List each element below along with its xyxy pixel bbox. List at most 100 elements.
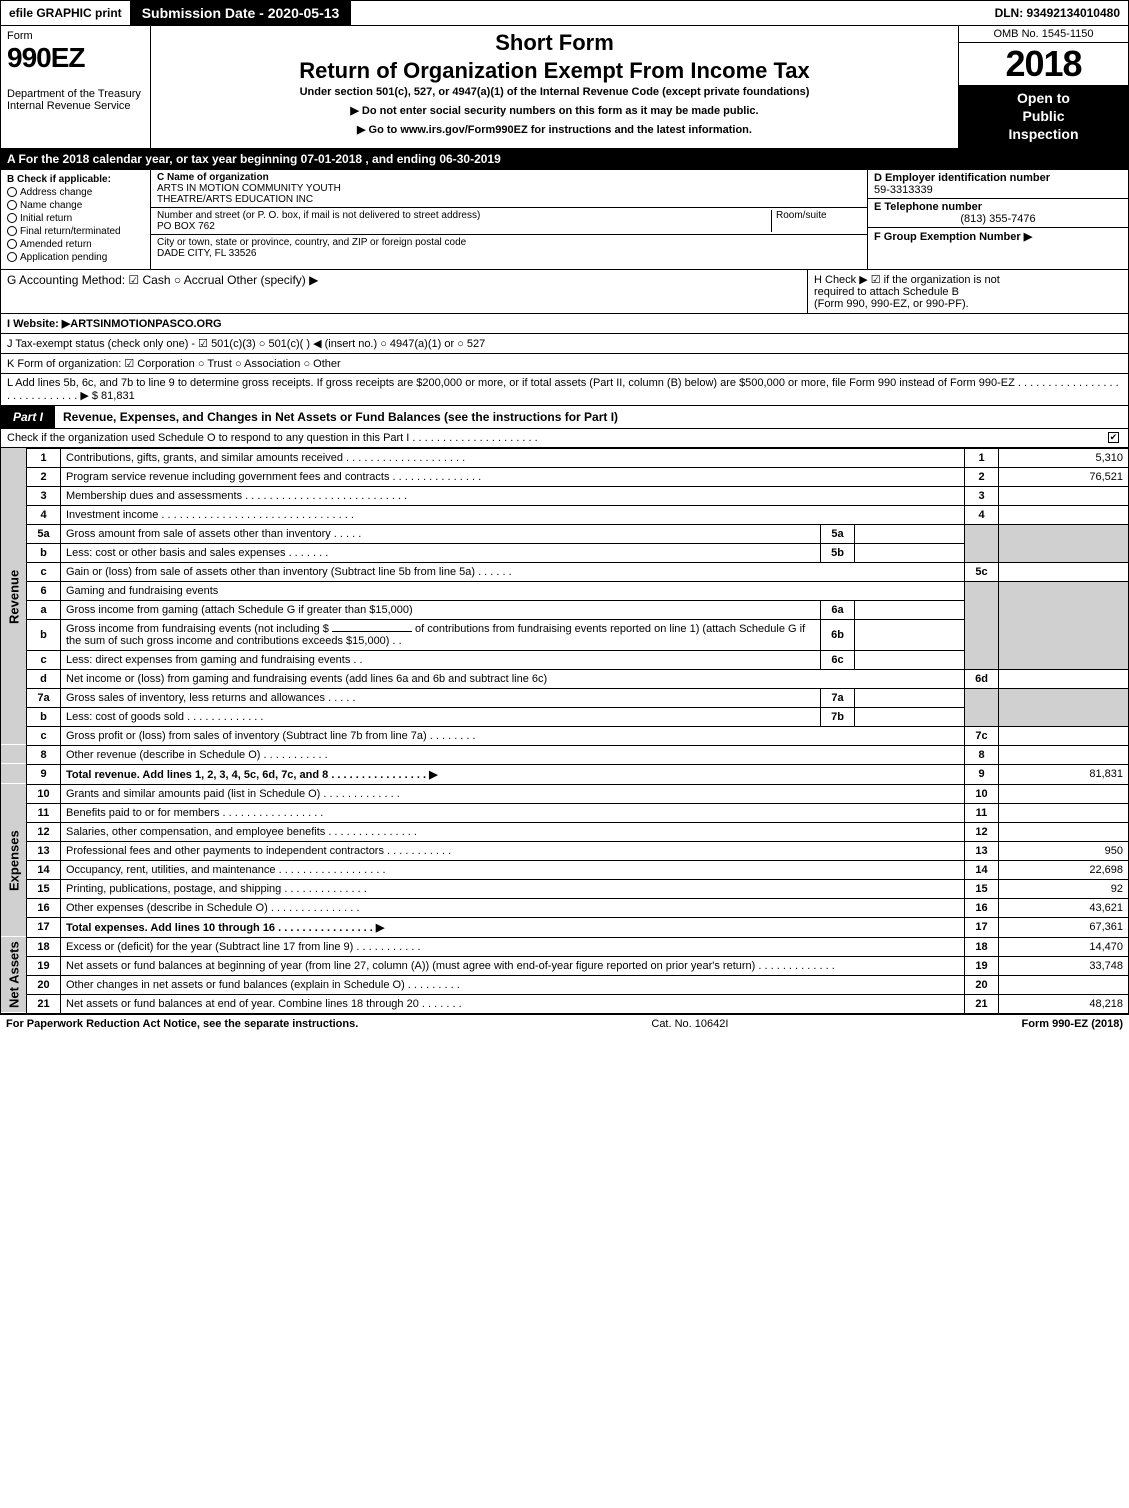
part1-checkbox[interactable]	[1108, 432, 1119, 443]
f-label: F Group Exemption Number ▶	[874, 231, 1032, 243]
tax-period: A For the 2018 calendar year, or tax yea…	[0, 149, 1129, 170]
l6b-in: 6b	[821, 619, 855, 650]
l7a-iv	[855, 688, 965, 707]
rev-side-cont	[1, 745, 27, 764]
l7b-desc: Less: cost of goods sold . . . . . . . .…	[61, 707, 821, 726]
note-link[interactable]: ▶ Go to www.irs.gov/Form990EZ for instru…	[159, 123, 950, 136]
page-footer: For Paperwork Reduction Act Notice, see …	[0, 1014, 1129, 1033]
org-street: PO BOX 762	[157, 221, 215, 232]
l6-num: 6	[27, 581, 61, 600]
c-name-block: C Name of organization ARTS IN MOTION CO…	[151, 170, 867, 208]
l6b-iv	[855, 619, 965, 650]
l15-desc: Printing, publications, postage, and shi…	[61, 879, 965, 898]
l-gross-receipts: L Add lines 5b, 6c, and 7b to line 9 to …	[0, 374, 1129, 406]
l13-val: 950	[999, 841, 1129, 860]
line-6d: d Net income or (loss) from gaming and f…	[1, 669, 1129, 688]
l21-desc: Net assets or fund balances at end of ye…	[61, 994, 965, 1013]
l9-val: 81,831	[999, 764, 1129, 784]
dln-label: DLN: 93492134010480	[987, 2, 1128, 24]
l14-num: 14	[27, 860, 61, 879]
line-10: Expenses 10 Grants and similar amounts p…	[1, 784, 1129, 803]
l15-val: 92	[999, 879, 1129, 898]
l6-shade-ln	[965, 581, 999, 669]
l17-ln: 17	[965, 917, 999, 937]
line-18: Net Assets 18 Excess or (deficit) for th…	[1, 937, 1129, 956]
part1-table: Revenue 1 Contributions, gifts, grants, …	[0, 448, 1129, 1014]
i-website[interactable]: I Website: ▶ARTSINMOTIONPASCO.ORG	[0, 314, 1129, 334]
l16-val: 43,621	[999, 898, 1129, 917]
l1-num: 1	[27, 448, 61, 467]
org-name-1: ARTS IN MOTION COMMUNITY YOUTH	[157, 183, 341, 194]
c-street-block: Number and street (or P. O. box, if mail…	[151, 208, 867, 235]
org-info-row: B Check if applicable: Address change Na…	[0, 170, 1129, 270]
l19-desc: Net assets or fund balances at beginning…	[61, 956, 965, 975]
l19-val: 33,748	[999, 956, 1129, 975]
check-initial-return[interactable]	[7, 213, 17, 223]
l7c-num: c	[27, 726, 61, 745]
l7b-iv	[855, 707, 965, 726]
b-item-1: Name change	[20, 200, 82, 211]
line-7a: 7a Gross sales of inventory, less return…	[1, 688, 1129, 707]
header-right: OMB No. 1545-1150 2018 Open to Public In…	[958, 26, 1128, 148]
line-20: 20 Other changes in net assets or fund b…	[1, 975, 1129, 994]
l7c-desc: Gross profit or (loss) from sales of inv…	[61, 726, 965, 745]
l20-ln: 20	[965, 975, 999, 994]
l6b-desc1: Gross income from fundraising events (no…	[66, 623, 329, 635]
l5c-num: c	[27, 562, 61, 581]
top-bar: efile GRAPHIC print Submission Date - 20…	[0, 0, 1129, 26]
efile-label: efile GRAPHIC print	[1, 2, 130, 24]
header-center: Short Form Return of Organization Exempt…	[151, 26, 958, 148]
e-label: E Telephone number	[874, 201, 982, 213]
l5a-num: 5a	[27, 524, 61, 543]
part1-title: Revenue, Expenses, and Changes in Net As…	[55, 406, 1128, 428]
l6a-num: a	[27, 600, 61, 619]
h-schedule-b: H Check ▶ ☑ if the organization is not r…	[808, 270, 1128, 313]
part1-header: Part I Revenue, Expenses, and Changes in…	[0, 406, 1129, 429]
l4-ln: 4	[965, 505, 999, 524]
l15-num: 15	[27, 879, 61, 898]
l16-ln: 16	[965, 898, 999, 917]
check-amended-return[interactable]	[7, 239, 17, 249]
part1-check-row: Check if the organization used Schedule …	[0, 429, 1129, 448]
line-7c: c Gross profit or (loss) from sales of i…	[1, 726, 1129, 745]
check-final-return[interactable]	[7, 226, 17, 236]
l16-num: 16	[27, 898, 61, 917]
l6b-desc: Gross income from fundraising events (no…	[61, 619, 821, 650]
footer-right: Form 990-EZ (2018)	[1022, 1018, 1123, 1030]
l6b-blank	[332, 631, 412, 632]
j-tax-exempt: J Tax-exempt status (check only one) - ☑…	[0, 334, 1129, 354]
l21-num: 21	[27, 994, 61, 1013]
l6d-ln: 6d	[965, 669, 999, 688]
line-7b: b Less: cost of goods sold . . . . . . .…	[1, 707, 1129, 726]
check-address-change[interactable]	[7, 187, 17, 197]
l12-val	[999, 822, 1129, 841]
check-name-change[interactable]	[7, 200, 17, 210]
g-h-row: G Accounting Method: ☑ Cash ○ Accrual Ot…	[0, 270, 1129, 314]
l12-ln: 12	[965, 822, 999, 841]
part1-check-text: Check if the organization used Schedule …	[7, 432, 538, 444]
line-6: 6 Gaming and fundraising events	[1, 581, 1129, 600]
line-6b: b Gross income from fundraising events (…	[1, 619, 1129, 650]
header-left: Form 990EZ Department of the Treasury In…	[1, 26, 151, 148]
l3-ln: 3	[965, 486, 999, 505]
l15-ln: 15	[965, 879, 999, 898]
check-application-pending[interactable]	[7, 252, 17, 262]
line-5c: c Gain or (loss) from sale of assets oth…	[1, 562, 1129, 581]
l5ab-shade-ln	[965, 524, 999, 562]
l7a-desc: Gross sales of inventory, less returns a…	[61, 688, 821, 707]
l5b-iv	[855, 543, 965, 562]
l7c-ln: 7c	[965, 726, 999, 745]
org-city: DADE CITY, FL 33526	[157, 248, 257, 259]
l7ab-shade-val	[999, 688, 1129, 726]
line-19: 19 Net assets or fund balances at beginn…	[1, 956, 1129, 975]
subtitle: Under section 501(c), 527, or 4947(a)(1)…	[159, 86, 950, 98]
l7c-val	[999, 726, 1129, 745]
l20-num: 20	[27, 975, 61, 994]
form-word: Form	[7, 30, 144, 42]
section-b-checks: B Check if applicable: Address change Na…	[1, 170, 151, 269]
l6c-iv	[855, 650, 965, 669]
h-line1: H Check ▶ ☑ if the organization is not	[814, 273, 1122, 286]
l4-num: 4	[27, 505, 61, 524]
l17-desc: Total expenses. Add lines 10 through 16 …	[61, 917, 965, 937]
l6d-num: d	[27, 669, 61, 688]
